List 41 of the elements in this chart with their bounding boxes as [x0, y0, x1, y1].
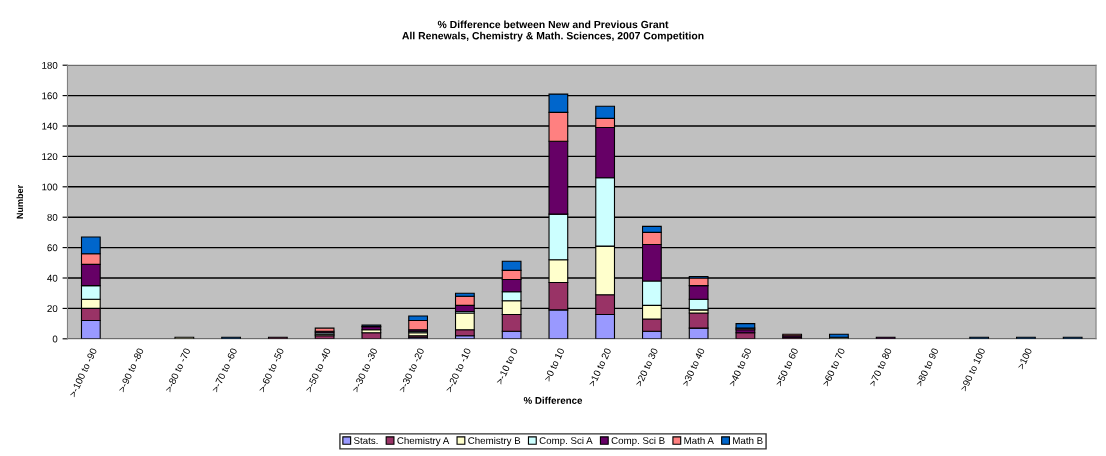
y-tick-label: 20: [47, 305, 58, 313]
legend-label: Math B: [733, 436, 763, 445]
legend-label: Comp. Sci B: [611, 436, 665, 446]
y-tick-label: 80: [47, 213, 58, 221]
y-tick-label: 140: [42, 122, 58, 130]
x-tick-label: >50 to 60: [775, 347, 799, 387]
y-tick-label: 40: [47, 274, 58, 282]
x-tick-label: >80 to 90: [915, 347, 939, 387]
x-tick-label: >20 to 30: [635, 347, 659, 387]
x-tick-label: >-30 to -30: [351, 347, 378, 393]
y-tick-label: 0: [52, 335, 58, 343]
y-tick-label: 180: [42, 61, 58, 69]
y-tick-label: 160: [42, 92, 58, 100]
x-tick-label: >40 to 50: [728, 347, 752, 387]
legend-label: Chemistry A: [397, 436, 450, 446]
y-tick-label: 60: [47, 244, 58, 252]
x-tick-label: >-100 to -90: [69, 347, 98, 398]
x-tick-label: >10 to 20: [588, 347, 612, 387]
y-axis-title: Number: [16, 185, 24, 219]
x-tick-label: >70 to 80: [868, 347, 892, 387]
x-tick-label: >-80 to -70: [164, 347, 191, 393]
legend-label: Chemistry B: [468, 436, 521, 446]
x-tick-label: >90 to 100: [960, 347, 986, 392]
legend-label: Stats.: [353, 437, 378, 445]
x-tick-label: >30 to 40: [681, 347, 705, 387]
x-tick-label: >100: [1017, 347, 1033, 370]
y-tick-label: 120: [42, 153, 58, 161]
y-tick-label: 100: [42, 183, 58, 191]
x-tick-label: >60 to 70: [822, 347, 846, 387]
x-tick-label: >-60 to -50: [258, 347, 285, 393]
x-axis-title: % Difference: [523, 396, 583, 404]
x-tick-label: >-30 to -20: [398, 347, 425, 393]
x-tick-label: >-50 to -40: [305, 347, 331, 393]
legend-label: Math A: [684, 436, 714, 445]
x-tick-label: >0 to 10: [543, 347, 565, 382]
x-tick-label: >-70 to -60: [211, 347, 238, 393]
x-tick-label: >-20 to -10: [445, 347, 472, 393]
x-tick-label: >-10 to 0: [495, 347, 518, 385]
x-tick-label: >-90 to -80: [118, 347, 144, 393]
legend-label: Comp. Sci A: [539, 436, 593, 446]
chart-title: % Difference between New and Previous Grant All Renewals, Chemistry & Math. Sciences, 2007 Competition: [402, 20, 704, 42]
